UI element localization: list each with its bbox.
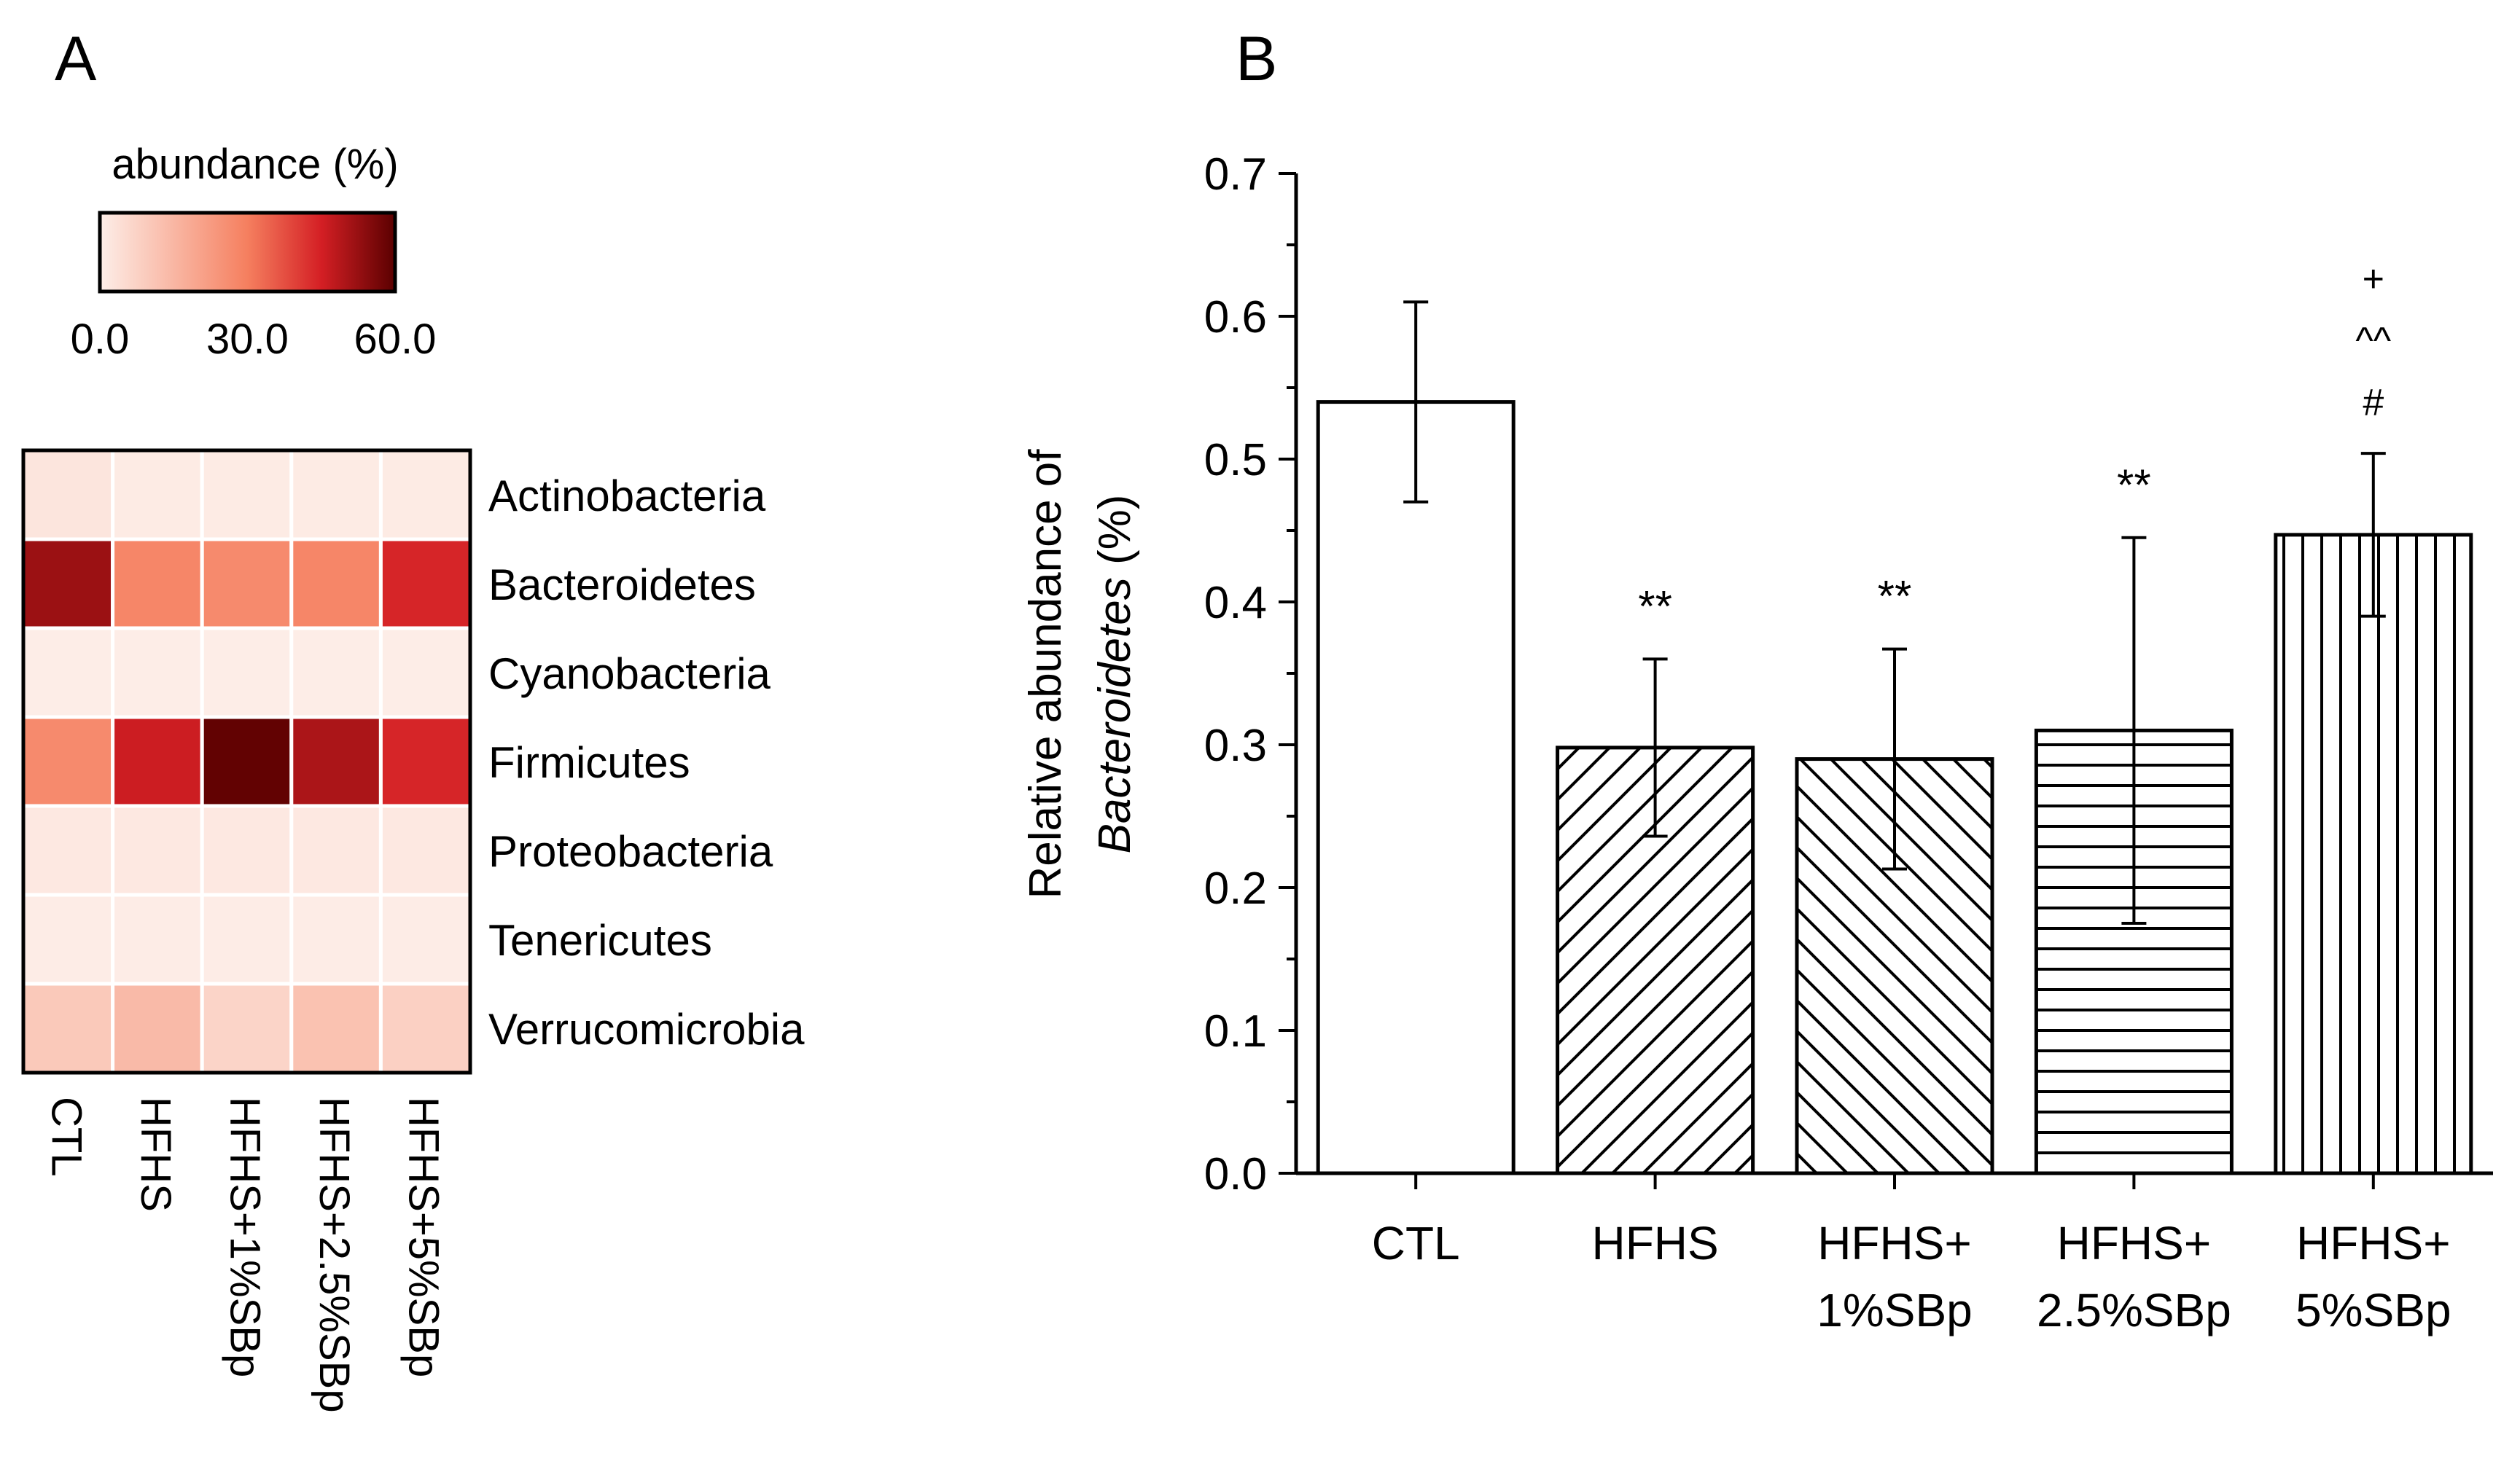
heatmap-row-label: Tenericutes <box>488 916 712 965</box>
error-bars <box>1403 300 2386 925</box>
y-tick-label: 0.4 <box>1204 578 1267 628</box>
heatmap-column-label: HFHS+1%SBp <box>222 1097 269 1377</box>
heatmap-cell <box>21 893 115 986</box>
significance-mark: ^^ <box>2355 320 2391 362</box>
x-tick-label: HFHS+ <box>2057 1217 2212 1269</box>
heatmap-cell <box>378 448 472 541</box>
heatmap-row-label: Actinobacteria <box>488 471 766 520</box>
heatmap-cell <box>289 448 383 541</box>
colorbar-ticks: 0.0 30.0 60.0 <box>71 316 437 363</box>
y-tick-label: 0.0 <box>1204 1149 1267 1199</box>
y-tick-label: 0.7 <box>1204 149 1267 200</box>
heatmap-cell <box>200 626 294 719</box>
colorbar <box>98 211 397 294</box>
panel-b: B Relative abundance of Bacteroidetes (%… <box>1021 24 2493 1336</box>
heatmap-cell <box>21 448 115 541</box>
heatmap-cell <box>200 804 294 897</box>
heatmap-row-label: Proteobacteria <box>488 827 773 876</box>
heatmap-row-labels: Actinobacteria Bacteroidetes Cyanobacteria… <box>488 471 805 1054</box>
heatmap-cell <box>200 448 294 541</box>
x-tick-labels: CTL HFHS HFHS+ 1%SBp HFHS+ 2.5%SBp HFHS+ 5%SBp <box>1372 1217 2451 1336</box>
y-axis-label-second: Bacteroidetes (%) <box>1090 495 1140 854</box>
x-tick-label-line2: 2.5%SBp <box>2037 1284 2231 1336</box>
heatmap-cell <box>378 626 472 719</box>
heatmap-cell <box>289 982 383 1075</box>
heatmap-row-label: Cyanobacteria <box>488 649 771 698</box>
heatmap-cell <box>200 715 294 808</box>
heatmap-cell <box>378 982 472 1075</box>
y-tick-label: 0.1 <box>1204 1006 1267 1057</box>
y-axis-label-italic: Bacteroidetes <box>1090 577 1140 853</box>
heatmap-column-labels: CTL HFHS HFHS+1%SBp HFHS+2.5%SBp HFHS+5%SBp <box>42 1097 447 1413</box>
heatmap-cell <box>378 537 472 630</box>
heatmap-column-label: CTL <box>42 1097 90 1177</box>
heatmap-cell <box>111 893 204 986</box>
x-tick-label: CTL <box>1372 1217 1460 1269</box>
colorbar-tick-label: 60.0 <box>354 316 437 363</box>
y-ticks: 0.0 0.1 0.2 0.3 0.4 0.5 0.6 0.7 <box>1204 149 1296 1199</box>
panel-b-label: B <box>1236 24 1277 94</box>
heatmap-cell <box>21 715 115 808</box>
significance-mark: + <box>2363 258 2384 300</box>
x-tick-label: HFHS+ <box>1817 1217 1972 1269</box>
y-tick-label: 0.5 <box>1204 435 1267 485</box>
heatmap-column-label: HFHS <box>132 1097 179 1212</box>
heatmap-row-label: Verrucomicrobia <box>488 1005 805 1054</box>
heatmap-cell <box>378 715 472 808</box>
heatmap-column-label: HFHS+5%SBp <box>400 1097 448 1377</box>
heatmap-cell <box>111 982 204 1075</box>
x-tick-label-line2: 5%SBp <box>2295 1284 2451 1336</box>
x-tick-label-line2: 1%SBp <box>1817 1284 1972 1336</box>
heatmap-cell <box>289 626 383 719</box>
colorbar-tick-label: 30.0 <box>206 316 289 363</box>
x-tick-label: HFHS+ <box>2296 1217 2451 1269</box>
heatmap-column-label: HFHS+2.5%SBp <box>311 1097 358 1413</box>
significance-mark: ** <box>1638 582 1672 630</box>
heatmap-cell <box>21 626 115 719</box>
heatmap-cell <box>200 893 294 986</box>
y-axis-label-suffix: (%) <box>1090 495 1140 578</box>
heatmap-row-label: Firmicutes <box>488 738 690 787</box>
x-tick-label: HFHS <box>1591 1217 1718 1269</box>
y-axis-label: Relative abundance of <box>1021 449 1071 899</box>
heatmap-cell <box>111 537 204 630</box>
bar <box>2274 533 2473 1175</box>
heatmap-cells <box>21 448 472 1075</box>
heatmap-cell <box>111 626 204 719</box>
heatmap-cell <box>21 982 115 1075</box>
heatmap-cell <box>111 448 204 541</box>
heatmap-cell <box>21 804 115 897</box>
heatmap-cell <box>111 804 204 897</box>
y-tick-label: 0.3 <box>1204 721 1267 771</box>
heatmap-cell <box>289 804 383 897</box>
heatmap-cell <box>21 537 115 630</box>
heatmap-cell <box>200 982 294 1075</box>
heatmap-cell <box>289 715 383 808</box>
heatmap-cell <box>111 715 204 808</box>
colorbar-tick-label: 0.0 <box>71 316 130 363</box>
significance-mark: ** <box>2117 461 2151 509</box>
heatmap-frame <box>21 448 472 1075</box>
heatmap-cell <box>289 893 383 986</box>
y-tick-label: 0.2 <box>1204 864 1267 914</box>
y-tick-label: 0.6 <box>1204 292 1267 342</box>
heatmap-cell <box>378 893 472 986</box>
heatmap-row-label: Bacteroidetes <box>488 560 756 609</box>
panel-a-label: A <box>55 24 97 94</box>
bar <box>1316 400 1515 1175</box>
significance-mark: # <box>2363 382 2384 424</box>
significance-marks: ** ** ** # ^^ + <box>1638 258 2392 630</box>
panel-a: A abundance (%) 0.0 30.0 60.0 Actinobacter… <box>21 24 805 1413</box>
heatmap-cell <box>289 537 383 630</box>
heatmap-cell <box>378 804 472 897</box>
heatmap-cell <box>200 537 294 630</box>
y-axis-label-line1: Relative abundance of <box>1021 449 1071 899</box>
significance-mark: ** <box>1878 572 1912 621</box>
colorbar-title: abundance (%) <box>112 141 398 188</box>
